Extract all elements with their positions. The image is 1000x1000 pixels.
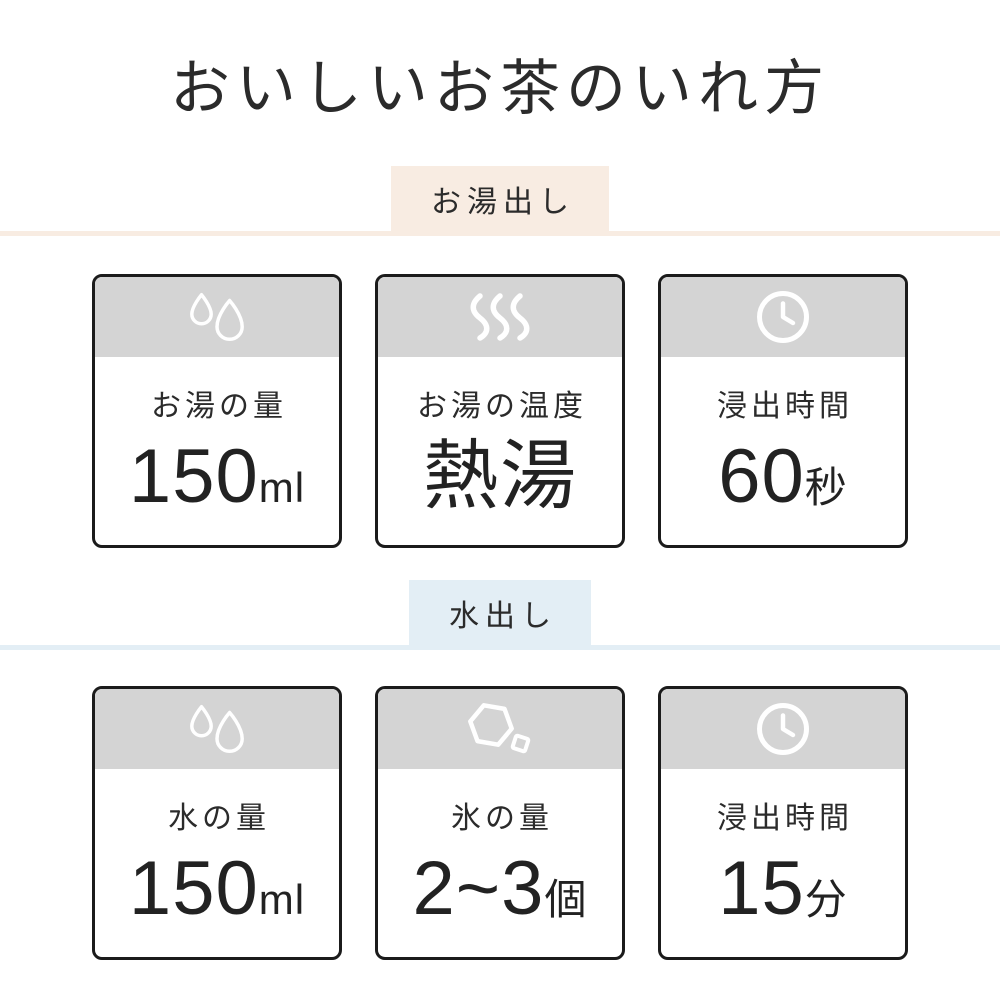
card-body: 氷の量 2~3個 (378, 769, 622, 957)
card-header (378, 277, 622, 357)
card-value: 熱湯 (423, 439, 577, 515)
card-steep-time-cold: 浸出時間 15分 (658, 686, 908, 960)
value-number: 150 (128, 434, 259, 519)
value-unit: 秒 (804, 464, 848, 511)
card-label: 水の量 (168, 802, 270, 835)
value-unit: ml (258, 876, 306, 923)
card-header (378, 689, 622, 769)
section-badge-cold-brew: 水出し (409, 580, 591, 645)
water-drops-icon (186, 704, 248, 754)
card-value: 150ml (129, 851, 305, 927)
card-label: 浸出時間 (717, 390, 853, 423)
card-body: 浸出時間 60秒 (661, 357, 905, 545)
card-header (661, 689, 905, 769)
water-drops-icon (186, 292, 248, 342)
card-header (95, 689, 339, 769)
card-value: 60秒 (718, 439, 848, 515)
card-header (661, 277, 905, 357)
section-badge-hot-brew: お湯出し (391, 166, 609, 231)
clock-icon (755, 289, 811, 345)
card-body: 浸出時間 15分 (661, 769, 905, 957)
card-cold-water-amount: 水の量 150ml (92, 686, 342, 960)
value-unit: 分 (804, 876, 848, 923)
value-number: 15 (718, 846, 805, 931)
card-label: お湯の温度 (417, 390, 587, 423)
clock-icon (755, 701, 811, 757)
card-value: 15分 (718, 851, 848, 927)
section-header-cold-brew: 水出し (0, 580, 1000, 650)
card-steep-time-hot: 浸出時間 60秒 (658, 274, 908, 548)
value-unit: ml (258, 464, 306, 511)
cold-brew-cards-row: 水の量 150ml 氷の量 2~3個 (0, 686, 1000, 960)
card-label: 浸出時間 (717, 802, 853, 835)
value-unit: 個 (544, 876, 588, 923)
card-ice-amount: 氷の量 2~3個 (375, 686, 625, 960)
card-label: 氷の量 (451, 802, 553, 835)
card-body: お湯の温度 熱湯 (378, 357, 622, 545)
value-number: 60 (718, 434, 805, 519)
steam-icon (468, 293, 532, 341)
card-body: お湯の量 150ml (95, 357, 339, 545)
hot-brew-cards-row: お湯の量 150ml お湯の温度 熱湯 (0, 274, 1000, 548)
value-number: 150 (128, 846, 259, 931)
card-header (95, 277, 339, 357)
page-title: おいしいお茶のいれ方 (170, 55, 830, 122)
section-header-hot-brew: お湯出し (0, 166, 1000, 236)
card-hot-water-amount: お湯の量 150ml (92, 274, 342, 548)
card-value: 2~3個 (413, 851, 588, 927)
card-body: 水の量 150ml (95, 769, 339, 957)
ice-cubes-icon (467, 702, 533, 756)
card-label: お湯の量 (151, 390, 287, 423)
card-hot-water-temperature: お湯の温度 熱湯 (375, 274, 625, 548)
value-number: 2~3 (412, 846, 545, 931)
card-value: 150ml (129, 439, 305, 515)
value-number: 熱湯 (423, 434, 577, 519)
